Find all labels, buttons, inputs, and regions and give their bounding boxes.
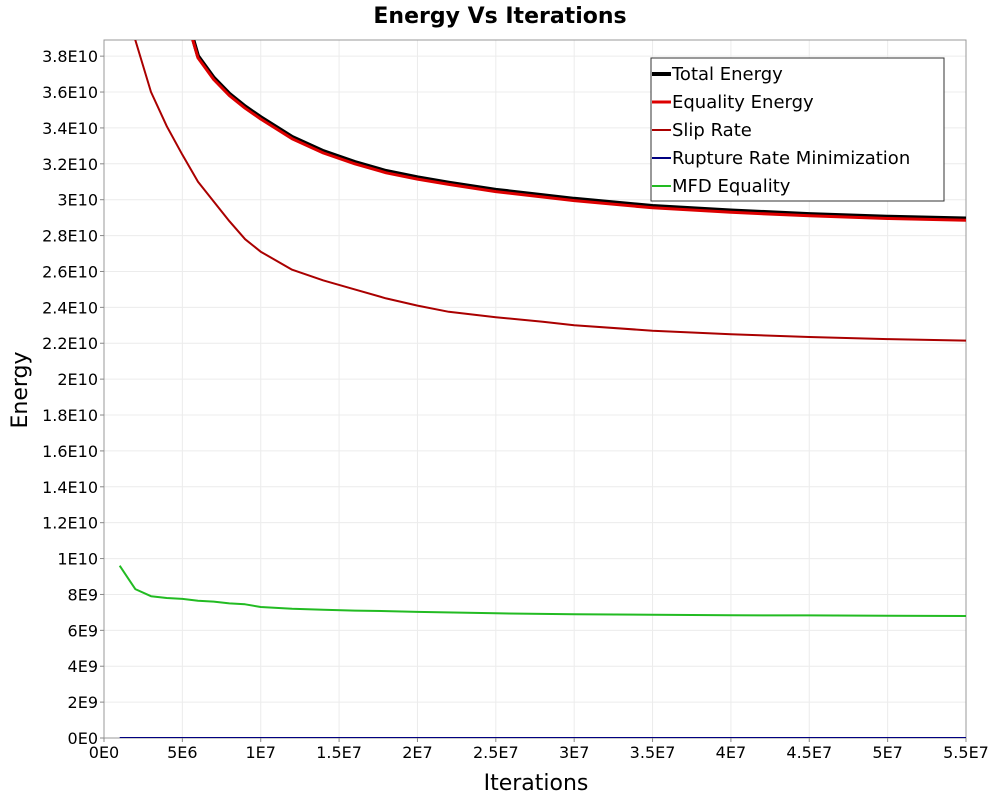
y-tick-label: 2.6E10	[42, 262, 98, 281]
x-tick-label: 5E6	[167, 743, 197, 762]
y-tick-label: 2.8E10	[42, 227, 98, 246]
legend-label-total-energy: Total Energy	[671, 64, 783, 85]
legend-label-equality-energy: Equality Energy	[672, 92, 814, 113]
y-tick-label: 1.4E10	[42, 478, 98, 497]
legend: Total Energy Equality Energy Slip Rate Rupt…	[650, 57, 945, 202]
y-tick-label: 2.4E10	[42, 298, 98, 317]
y-tick-label: 2E10	[57, 370, 98, 389]
x-tick-label: 2E7	[402, 743, 432, 762]
x-tick-label: 4.5E7	[786, 743, 832, 762]
y-tick-label: 4E9	[68, 657, 98, 676]
y-tick-label: 1.6E10	[42, 442, 98, 461]
x-axis-label: Iterations	[484, 771, 589, 796]
series-line-equality-energy	[191, 40, 966, 222]
y-tick-label: 2.2E10	[42, 334, 98, 353]
y-tick-label: 3.2E10	[42, 155, 98, 174]
legend-label-mfd-equality: MFD Equality	[672, 176, 791, 197]
legend-label-slip-rate: Slip Rate	[672, 120, 752, 141]
y-tick-label: 1.8E10	[42, 406, 98, 425]
y-tick-label: 3.6E10	[42, 83, 98, 102]
legend-label-rupture-rate-minimization: Rupture Rate Minimization	[672, 148, 910, 169]
chart-title: Energy Vs Iterations	[373, 4, 626, 29]
x-axis-ticks: 0E0 5E6 1E7 1.5E7 2E7 2.5E7 3E7 3.5E7 4E7 4.5E7 5E…	[89, 738, 989, 762]
y-tick-label: 6E9	[68, 621, 98, 640]
y-axis-label: Energy	[8, 351, 33, 428]
y-tick-label: 1E10	[57, 550, 98, 569]
y-tick-label: 8E9	[68, 585, 98, 604]
x-tick-label: 2.5E7	[473, 743, 519, 762]
x-tick-label: 5.5E7	[943, 743, 989, 762]
y-tick-label: 3.4E10	[42, 119, 98, 138]
legend-box	[650, 57, 945, 202]
y-tick-label: 0E0	[68, 729, 98, 748]
x-tick-label: 0E0	[89, 743, 119, 762]
x-tick-label: 1.5E7	[316, 743, 362, 762]
series-line-slip-rate	[134, 40, 966, 342]
x-tick-label: 3.5E7	[630, 743, 676, 762]
series-lines	[118, 40, 966, 738]
x-tick-label: 5E7	[872, 743, 902, 762]
series-line-mfd-equality	[118, 565, 966, 617]
x-tick-label: 4E7	[716, 743, 746, 762]
y-axis-ticks: 0E0 2E9 4E9 6E9 8E9 1E10 1.2E10 1.4E10 1.6E10 1.8…	[42, 47, 104, 748]
series-line-total-energy	[191, 40, 966, 221]
y-tick-label: 3E10	[57, 191, 98, 210]
y-tick-label: 2E9	[68, 693, 98, 712]
x-tick-label: 3E7	[559, 743, 589, 762]
x-tick-label: 1E7	[245, 743, 275, 762]
y-tick-label: 1.2E10	[42, 514, 98, 533]
y-tick-label: 3.8E10	[42, 47, 98, 66]
